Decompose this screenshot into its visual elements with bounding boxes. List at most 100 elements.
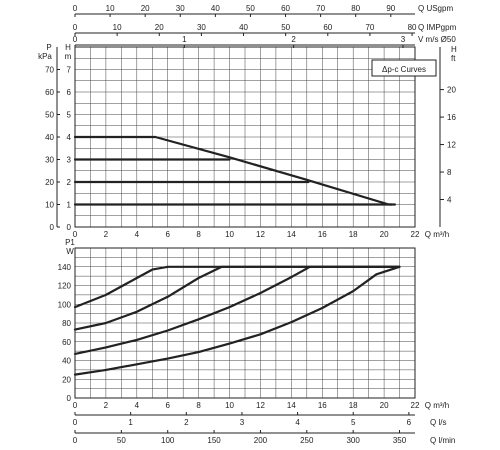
p1-tick-label: 20 [62,375,71,384]
p1-axis-label: P1 [65,238,75,247]
bottom-secondary-tick-label: 200 [254,436,268,445]
h-m-tick-label: 4 [67,133,72,142]
ft-tick-label: 8 [447,168,452,177]
top-x-tick-label: 0 [73,230,78,239]
bottom-secondary-axis-label: Q l/s [430,418,446,427]
top-secondary-tick-label: 0 [73,4,78,13]
top-secondary-tick-label: 80 [351,4,360,13]
bottom-x-axis-label: Q m³/h [425,401,449,410]
kpa-tick-label: 0 [50,223,55,232]
bottom-plot-frame [74,247,416,399]
h-m-tick-label: 5 [67,111,72,120]
kpa-tick-label: 20 [45,178,54,187]
ft-axis-label-ft: ft [451,54,456,63]
bottom-secondary-tick-label: 0 [73,436,78,445]
p1-tick-label: 120 [58,282,72,291]
bottom-secondary-tick-label: 6 [407,418,412,427]
hm-axis-label-h: H [65,43,71,52]
bottom-x-tick-label: 4 [135,401,140,410]
bottom-secondary-tick-label: 350 [393,436,407,445]
top-secondary-tick-label: 20 [141,4,150,13]
p1-tick-label: 0 [67,394,72,403]
p1-power-curve [73,265,401,376]
bottom-x-tick-label: 6 [166,401,171,410]
top-secondary-tick-label: 10 [106,4,115,13]
top-x-tick-label: 14 [287,230,296,239]
bottom-x-tick-label: 10 [225,401,234,410]
top-secondary-tick-label: 2 [291,35,296,44]
h-m-tick-label: 3 [67,156,72,165]
top-secondary-tick-label: 90 [386,4,395,13]
bottom-x-tick-label: 16 [318,401,327,410]
bottom-secondary-tick-label: 100 [161,436,175,445]
kpa-tick-label: 10 [45,201,54,210]
bottom-secondary-tick-label: 300 [346,436,360,445]
top-secondary-tick-label: 50 [281,23,290,32]
top-secondary-tick-label: 30 [197,23,206,32]
top-secondary-tick-label: 50 [246,4,255,13]
top-secondary-tick-label: 1 [182,35,187,44]
top-secondary-tick-label: 60 [323,23,332,32]
bottom-x-tick-label: 20 [380,401,389,410]
p1-power-curve [73,265,401,309]
bottom-secondary-tick-label: 1 [128,418,133,427]
kpa-tick-label: 60 [45,88,54,97]
p1-tick-label: 140 [58,263,72,272]
bottom-secondary-tick-label: 0 [73,418,78,427]
bottom-x-tick-label: 0 [73,401,78,410]
title-box [371,59,437,77]
top-x-tick-label: 10 [225,230,234,239]
top-secondary-tick-label: 70 [365,23,374,32]
h-m-tick-label: 7 [67,66,72,75]
top-x-tick-label: 4 [135,230,140,239]
top-x-tick-label: 22 [411,230,420,239]
ft-tick-label: 4 [447,196,452,205]
h-m-tick-label: 6 [67,88,72,97]
bottom-secondary-tick-label: 4 [295,418,300,427]
bottom-x-tick-label: 18 [349,401,358,410]
top-secondary-tick-label: 30 [176,4,185,13]
p1-power-curve [73,265,401,331]
top-secondary-tick-label: 0 [73,35,78,44]
top-x-tick-label: 20 [380,230,389,239]
top-secondary-tick-label: 80 [408,23,417,32]
bottom-secondary-tick-label: 50 [117,436,126,445]
p1-tick-label: 60 [62,338,71,347]
hm-axis-label-m: m [65,52,72,61]
h-m-tick-label: 2 [67,178,72,187]
chart-title: Δp-c Curves [382,65,426,74]
p1-tick-label: 100 [58,300,72,309]
ft-tick-label: 16 [447,113,456,122]
p1-power-curve [73,265,401,355]
top-secondary-tick-label: 3 [401,35,406,44]
top-secondary-tick-label: 40 [239,23,248,32]
top-x-axis-label: Q m³/h [425,230,449,239]
kpa-axis-label-p: P [46,43,51,52]
ft-axis-label-h: H [451,45,457,54]
top-x-tick-label: 16 [318,230,327,239]
bottom-x-tick-label: 2 [104,401,109,410]
p1-tick-label: 40 [62,357,71,366]
ft-tick-label: 12 [447,141,456,150]
bottom-x-tick-label: 22 [411,401,420,410]
top-secondary-tick-label: 70 [316,4,325,13]
bottom-secondary-tick-label: 250 [300,436,314,445]
top-secondary-tick-label: 60 [281,4,290,13]
top-x-tick-label: 2 [104,230,109,239]
kpa-tick-label: 40 [45,133,54,142]
bottom-x-tick-label: 12 [256,401,265,410]
kpa-axis-label-unit: kPa [38,52,52,61]
top-x-tick-label: 12 [256,230,265,239]
top-x-tick-label: 8 [196,230,201,239]
bottom-x-tick-label: 14 [287,401,296,410]
top-secondary-axis-label: Q IMPgpm [418,23,457,32]
bottom-secondary-tick-label: 5 [351,418,356,427]
top-secondary-tick-label: 20 [155,23,164,32]
top-x-tick-label: 18 [349,230,358,239]
p1-axis-unit: W [66,247,74,256]
bottom-secondary-tick-label: 2 [184,418,189,427]
kpa-tick-label: 30 [45,156,54,165]
kpa-tick-label: 50 [45,111,54,120]
bottom-secondary-tick-label: 3 [240,418,245,427]
